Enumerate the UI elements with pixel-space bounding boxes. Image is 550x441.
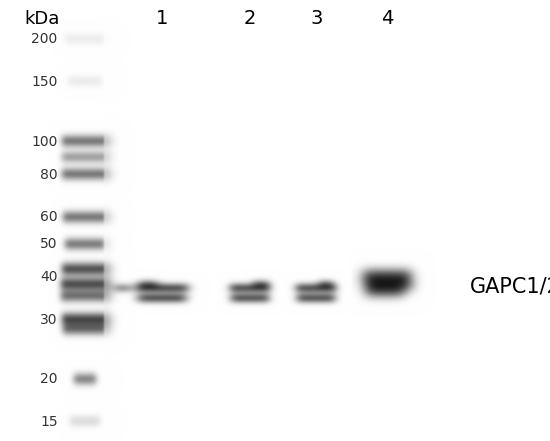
Text: 50: 50 [40,237,58,251]
Text: GAPC1/2: GAPC1/2 [470,277,550,297]
Text: 15: 15 [40,415,58,429]
Text: 80: 80 [40,168,58,182]
Text: kDa: kDa [25,10,60,27]
Text: 4: 4 [382,9,394,28]
Text: 200: 200 [31,32,58,46]
Text: 40: 40 [40,270,58,284]
Text: 100: 100 [31,135,58,149]
Text: 3: 3 [310,9,322,28]
Text: 30: 30 [40,313,58,327]
Text: 60: 60 [40,210,58,224]
Text: 150: 150 [31,75,58,89]
Text: 2: 2 [244,9,256,28]
Text: 1: 1 [156,9,168,28]
Text: 20: 20 [40,373,58,386]
